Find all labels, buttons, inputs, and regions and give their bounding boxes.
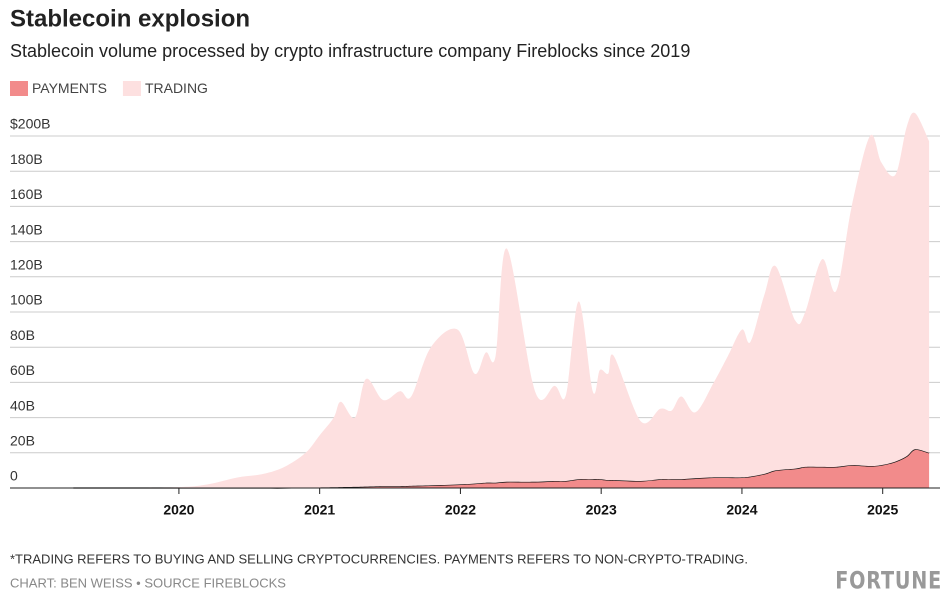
legend-label: TRADING (145, 80, 208, 96)
y-tick-label: 40B (10, 397, 35, 413)
x-tick-label: 2021 (304, 502, 335, 518)
y-tick-label: 100B (10, 292, 43, 308)
x-tick-label: 2023 (586, 502, 617, 518)
y-tick-label: 180B (10, 151, 43, 167)
footnote: *TRADING REFERS TO BUYING AND SELLING CR… (10, 551, 748, 566)
x-tick-label: 2022 (445, 502, 476, 518)
y-tick-label: 160B (10, 186, 43, 202)
legend-swatch (10, 81, 28, 96)
y-tick-label: 60B (10, 362, 35, 378)
legend-label: PAYMENTS (32, 80, 107, 96)
x-tick-label: 2025 (867, 502, 898, 518)
x-tick-label: 2020 (163, 502, 194, 518)
chart-subtitle: Stablecoin volume processed by crypto in… (10, 41, 690, 61)
x-tick-label: 2024 (726, 502, 757, 518)
brand-logo: FORTUNE (835, 568, 942, 596)
y-tick-label: 140B (10, 221, 43, 237)
chart-title: Stablecoin explosion (10, 5, 250, 32)
credit: CHART: BEN WEISS • SOURCE FIREBLOCKS (10, 575, 286, 590)
legend-swatch (122, 81, 141, 96)
y-tick-label: 80B (10, 327, 35, 343)
area (73, 449, 930, 489)
y-tick-label: 120B (10, 257, 43, 273)
y-tick-label: 0 (10, 468, 18, 484)
y-tick-label: $200B (10, 116, 50, 132)
area (73, 112, 930, 489)
y-tick-label: 20B (10, 433, 35, 449)
